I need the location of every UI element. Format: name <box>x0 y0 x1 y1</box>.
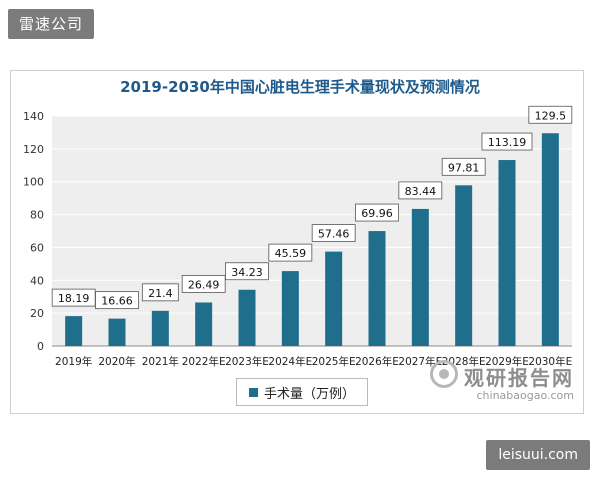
legend-swatch <box>248 387 258 397</box>
watermark-top: 雷速公司 <box>8 9 95 39</box>
legend-label: 手术量（万例） <box>263 386 355 402</box>
x-tick-label: 2019年 <box>55 355 92 368</box>
bar <box>368 231 386 346</box>
brand-domain: chinabaogao.com <box>476 389 575 402</box>
data-label: 18.19 <box>58 292 90 305</box>
data-label-box <box>95 291 139 310</box>
data-label: 34.23 <box>231 266 263 279</box>
brand-watermark: 观研报告网 chinabaogao.com <box>464 362 574 402</box>
watermark-bottom: leisuui.com <box>486 440 590 470</box>
bar <box>455 185 473 346</box>
x-tick-label: 2020年 <box>98 355 135 368</box>
y-tick-label: 80 <box>30 209 44 222</box>
bar <box>238 289 256 346</box>
bar <box>498 160 516 346</box>
data-label: 83.44 <box>405 185 437 198</box>
x-tick-label: 2030年E <box>528 355 572 368</box>
y-tick-label: 40 <box>30 274 44 287</box>
x-tick-label: 2025年E <box>312 355 356 368</box>
data-label: 97.81 <box>448 161 480 174</box>
x-tick-label: 2027年E <box>398 355 442 368</box>
x-axis-ticks: 2019年 2020年 2021年 2022年E 2023年E 2024年E 2025年E 2… <box>55 355 572 368</box>
legend: 手术量（万例） <box>236 378 368 406</box>
x-tick-label: 2029年E <box>485 355 529 368</box>
data-label-box <box>441 157 486 176</box>
y-tick-label: 20 <box>30 307 44 320</box>
bar <box>195 302 213 346</box>
chart-title: 2019-2030年中国心脏电生理手术量现状及预测情况 <box>120 78 480 96</box>
bar <box>281 271 299 346</box>
data-label-box <box>141 283 179 302</box>
data-label-box <box>181 275 226 293</box>
data-label: 45.59 <box>275 247 307 260</box>
y-tick-label: 120 <box>23 143 44 156</box>
bars <box>65 133 559 346</box>
x-tick-label: 2021年 <box>142 355 179 368</box>
y-axis-ticks: 0 20 40 60 80 100 120 140 <box>23 110 572 353</box>
data-label: 16.66 <box>101 295 133 308</box>
bar <box>65 316 83 346</box>
bar <box>151 310 169 346</box>
brand-logo-icon <box>430 360 458 388</box>
x-tick-label: 2026年E <box>355 355 399 368</box>
y-tick-label: 100 <box>23 176 44 189</box>
y-tick-label: 60 <box>30 241 44 254</box>
bar <box>325 251 343 346</box>
data-label-box <box>355 203 399 222</box>
bar <box>411 208 429 346</box>
data-label: 113.19 <box>488 136 527 149</box>
data-label: 21.4 <box>148 287 173 300</box>
bar <box>541 133 559 346</box>
data-label: 129.5 <box>535 109 567 122</box>
data-label-box <box>311 224 356 243</box>
x-tick-label: 2024年E <box>268 355 312 368</box>
brand-name: 观研报告网 <box>464 366 574 390</box>
y-tick-label: 0 <box>37 340 44 353</box>
data-label-box <box>528 105 573 124</box>
data-label-box <box>398 181 443 200</box>
data-labels: 18.19 16.66 21.4 26.49 34.23 45.59 57.46 69.96 8… <box>51 105 573 310</box>
data-label-box <box>268 243 313 262</box>
data-label-box <box>481 132 533 151</box>
data-label: 69.96 <box>361 207 393 220</box>
y-tick-label: 140 <box>23 110 44 123</box>
x-tick-label: 2022年E <box>182 355 226 368</box>
x-tick-label: 2023年E <box>225 355 269 368</box>
bar <box>108 318 126 346</box>
data-label: 26.49 <box>188 278 220 291</box>
data-label-box <box>225 262 269 281</box>
data-label: 57.46 <box>318 228 350 241</box>
